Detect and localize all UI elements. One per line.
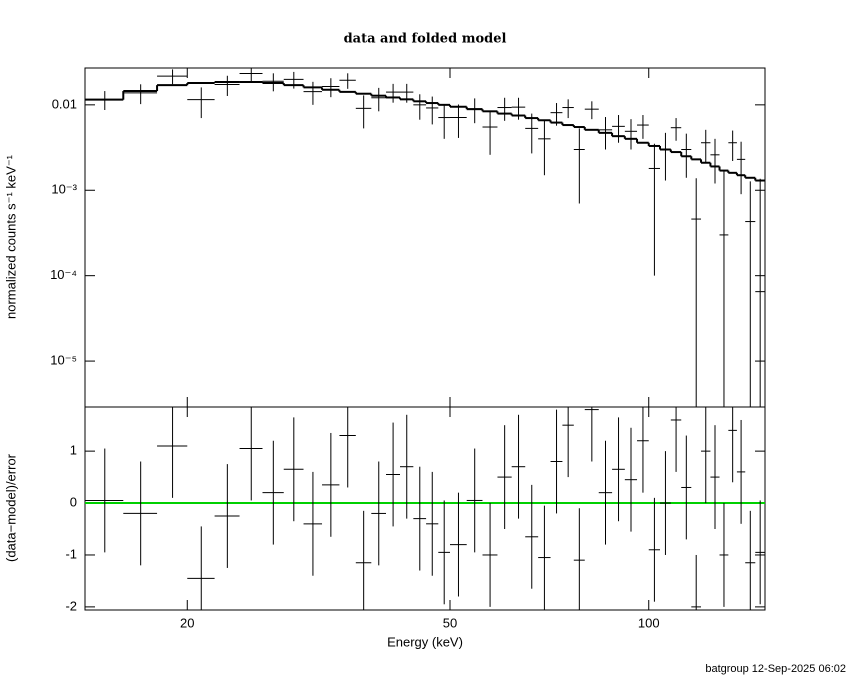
y-tick-label: 10⁻³ bbox=[51, 182, 77, 197]
y-axis-label: normalized counts s⁻¹ keV⁻¹ bbox=[3, 154, 18, 319]
y-tick-label: 1 bbox=[70, 443, 77, 458]
x-tick-label: 100 bbox=[638, 615, 660, 630]
plot-area bbox=[85, 68, 765, 407]
x-tick-label: 50 bbox=[443, 615, 457, 630]
y-tick-label: -1 bbox=[65, 546, 77, 561]
y-tick-label: 10⁻⁴ bbox=[50, 267, 77, 282]
y-tick-label: 10⁻⁵ bbox=[50, 353, 77, 368]
y-axis-label: (data−model)/error bbox=[3, 453, 18, 562]
x-tick-label: 20 bbox=[180, 615, 194, 630]
x-axis-label: Energy (keV) bbox=[387, 634, 463, 649]
plot-frame bbox=[84, 406, 766, 611]
plot-area bbox=[85, 407, 765, 610]
chart-title: data and folded model bbox=[344, 32, 507, 47]
y-tick-label: 0.01 bbox=[52, 96, 77, 111]
y-tick-label: 0 bbox=[70, 494, 77, 509]
footer: batgroup 12-Sep-2025 06:02 bbox=[705, 663, 846, 675]
y-tick-label: -2 bbox=[65, 598, 77, 613]
plot-frame bbox=[84, 67, 766, 408]
